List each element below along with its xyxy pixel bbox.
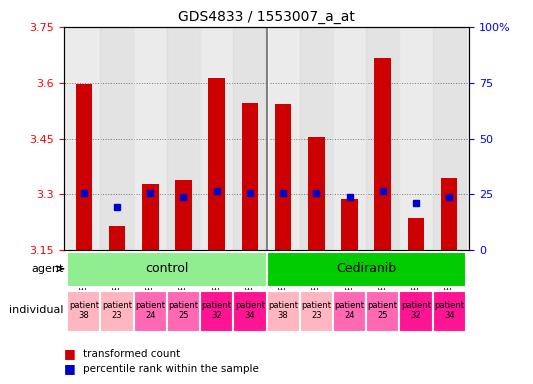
Text: patient
23: patient 23 — [301, 301, 332, 320]
Bar — [408, 218, 424, 250]
FancyBboxPatch shape — [101, 291, 134, 332]
Bar — [241, 103, 258, 250]
Bar — [441, 178, 457, 250]
Bar — [266, 27, 300, 250]
Bar — [76, 84, 92, 250]
Bar — [399, 27, 432, 250]
FancyBboxPatch shape — [300, 291, 333, 332]
Bar — [233, 27, 266, 250]
FancyBboxPatch shape — [432, 291, 466, 332]
Text: patient
38: patient 38 — [69, 301, 99, 320]
Bar — [208, 78, 225, 250]
Text: patient
23: patient 23 — [102, 301, 132, 320]
FancyBboxPatch shape — [67, 252, 266, 287]
Text: percentile rank within the sample: percentile rank within the sample — [83, 364, 259, 374]
Text: ■: ■ — [64, 362, 76, 376]
FancyBboxPatch shape — [233, 291, 266, 332]
FancyBboxPatch shape — [266, 252, 466, 287]
FancyBboxPatch shape — [200, 291, 233, 332]
Text: patient
24: patient 24 — [335, 301, 365, 320]
Text: patient
34: patient 34 — [235, 301, 265, 320]
Bar — [142, 184, 159, 250]
FancyBboxPatch shape — [333, 291, 366, 332]
Bar — [67, 27, 101, 250]
Text: patient
24: patient 24 — [135, 301, 165, 320]
Bar — [167, 27, 200, 250]
Bar — [300, 27, 333, 250]
Text: ■: ■ — [64, 347, 76, 360]
Bar — [308, 137, 325, 250]
Title: GDS4833 / 1553007_a_at: GDS4833 / 1553007_a_at — [178, 10, 355, 25]
Text: transformed count: transformed count — [83, 349, 180, 359]
FancyBboxPatch shape — [266, 291, 300, 332]
Bar — [333, 27, 366, 250]
Text: control: control — [145, 262, 189, 275]
Bar — [341, 199, 358, 250]
Bar — [175, 180, 192, 250]
Text: Cediranib: Cediranib — [336, 262, 396, 275]
Text: agent: agent — [31, 264, 63, 274]
FancyBboxPatch shape — [366, 291, 399, 332]
FancyBboxPatch shape — [167, 291, 200, 332]
Text: individual: individual — [9, 306, 63, 316]
Text: patient
32: patient 32 — [201, 301, 232, 320]
Text: patient
34: patient 34 — [434, 301, 464, 320]
Text: patient
32: patient 32 — [401, 301, 431, 320]
FancyBboxPatch shape — [399, 291, 432, 332]
Bar — [101, 27, 134, 250]
Bar — [275, 104, 292, 250]
Text: patient
25: patient 25 — [168, 301, 198, 320]
Bar — [200, 27, 233, 250]
Bar — [366, 27, 399, 250]
Text: patient
25: patient 25 — [368, 301, 398, 320]
Bar — [432, 27, 466, 250]
Text: patient
38: patient 38 — [268, 301, 298, 320]
FancyBboxPatch shape — [134, 291, 167, 332]
FancyBboxPatch shape — [67, 291, 101, 332]
Bar — [134, 27, 167, 250]
Bar — [109, 226, 125, 250]
Bar — [374, 58, 391, 250]
